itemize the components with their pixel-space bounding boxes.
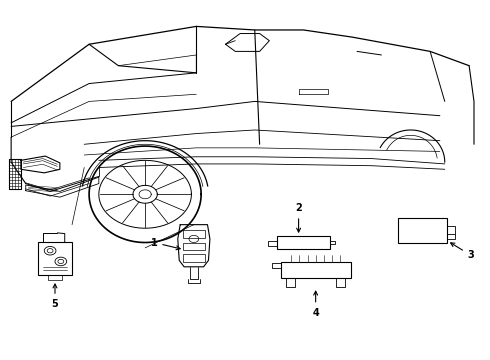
Bar — [281, 262, 351, 278]
Bar — [183, 254, 204, 262]
Text: 3: 3 — [451, 243, 474, 260]
Text: 4: 4 — [312, 291, 319, 318]
Bar — [38, 242, 72, 275]
Text: 2: 2 — [295, 203, 302, 232]
Text: 1: 1 — [150, 238, 180, 250]
Bar — [183, 243, 204, 250]
Text: 5: 5 — [51, 284, 58, 309]
Bar — [277, 237, 330, 249]
Bar — [398, 217, 447, 243]
Bar — [183, 230, 204, 238]
